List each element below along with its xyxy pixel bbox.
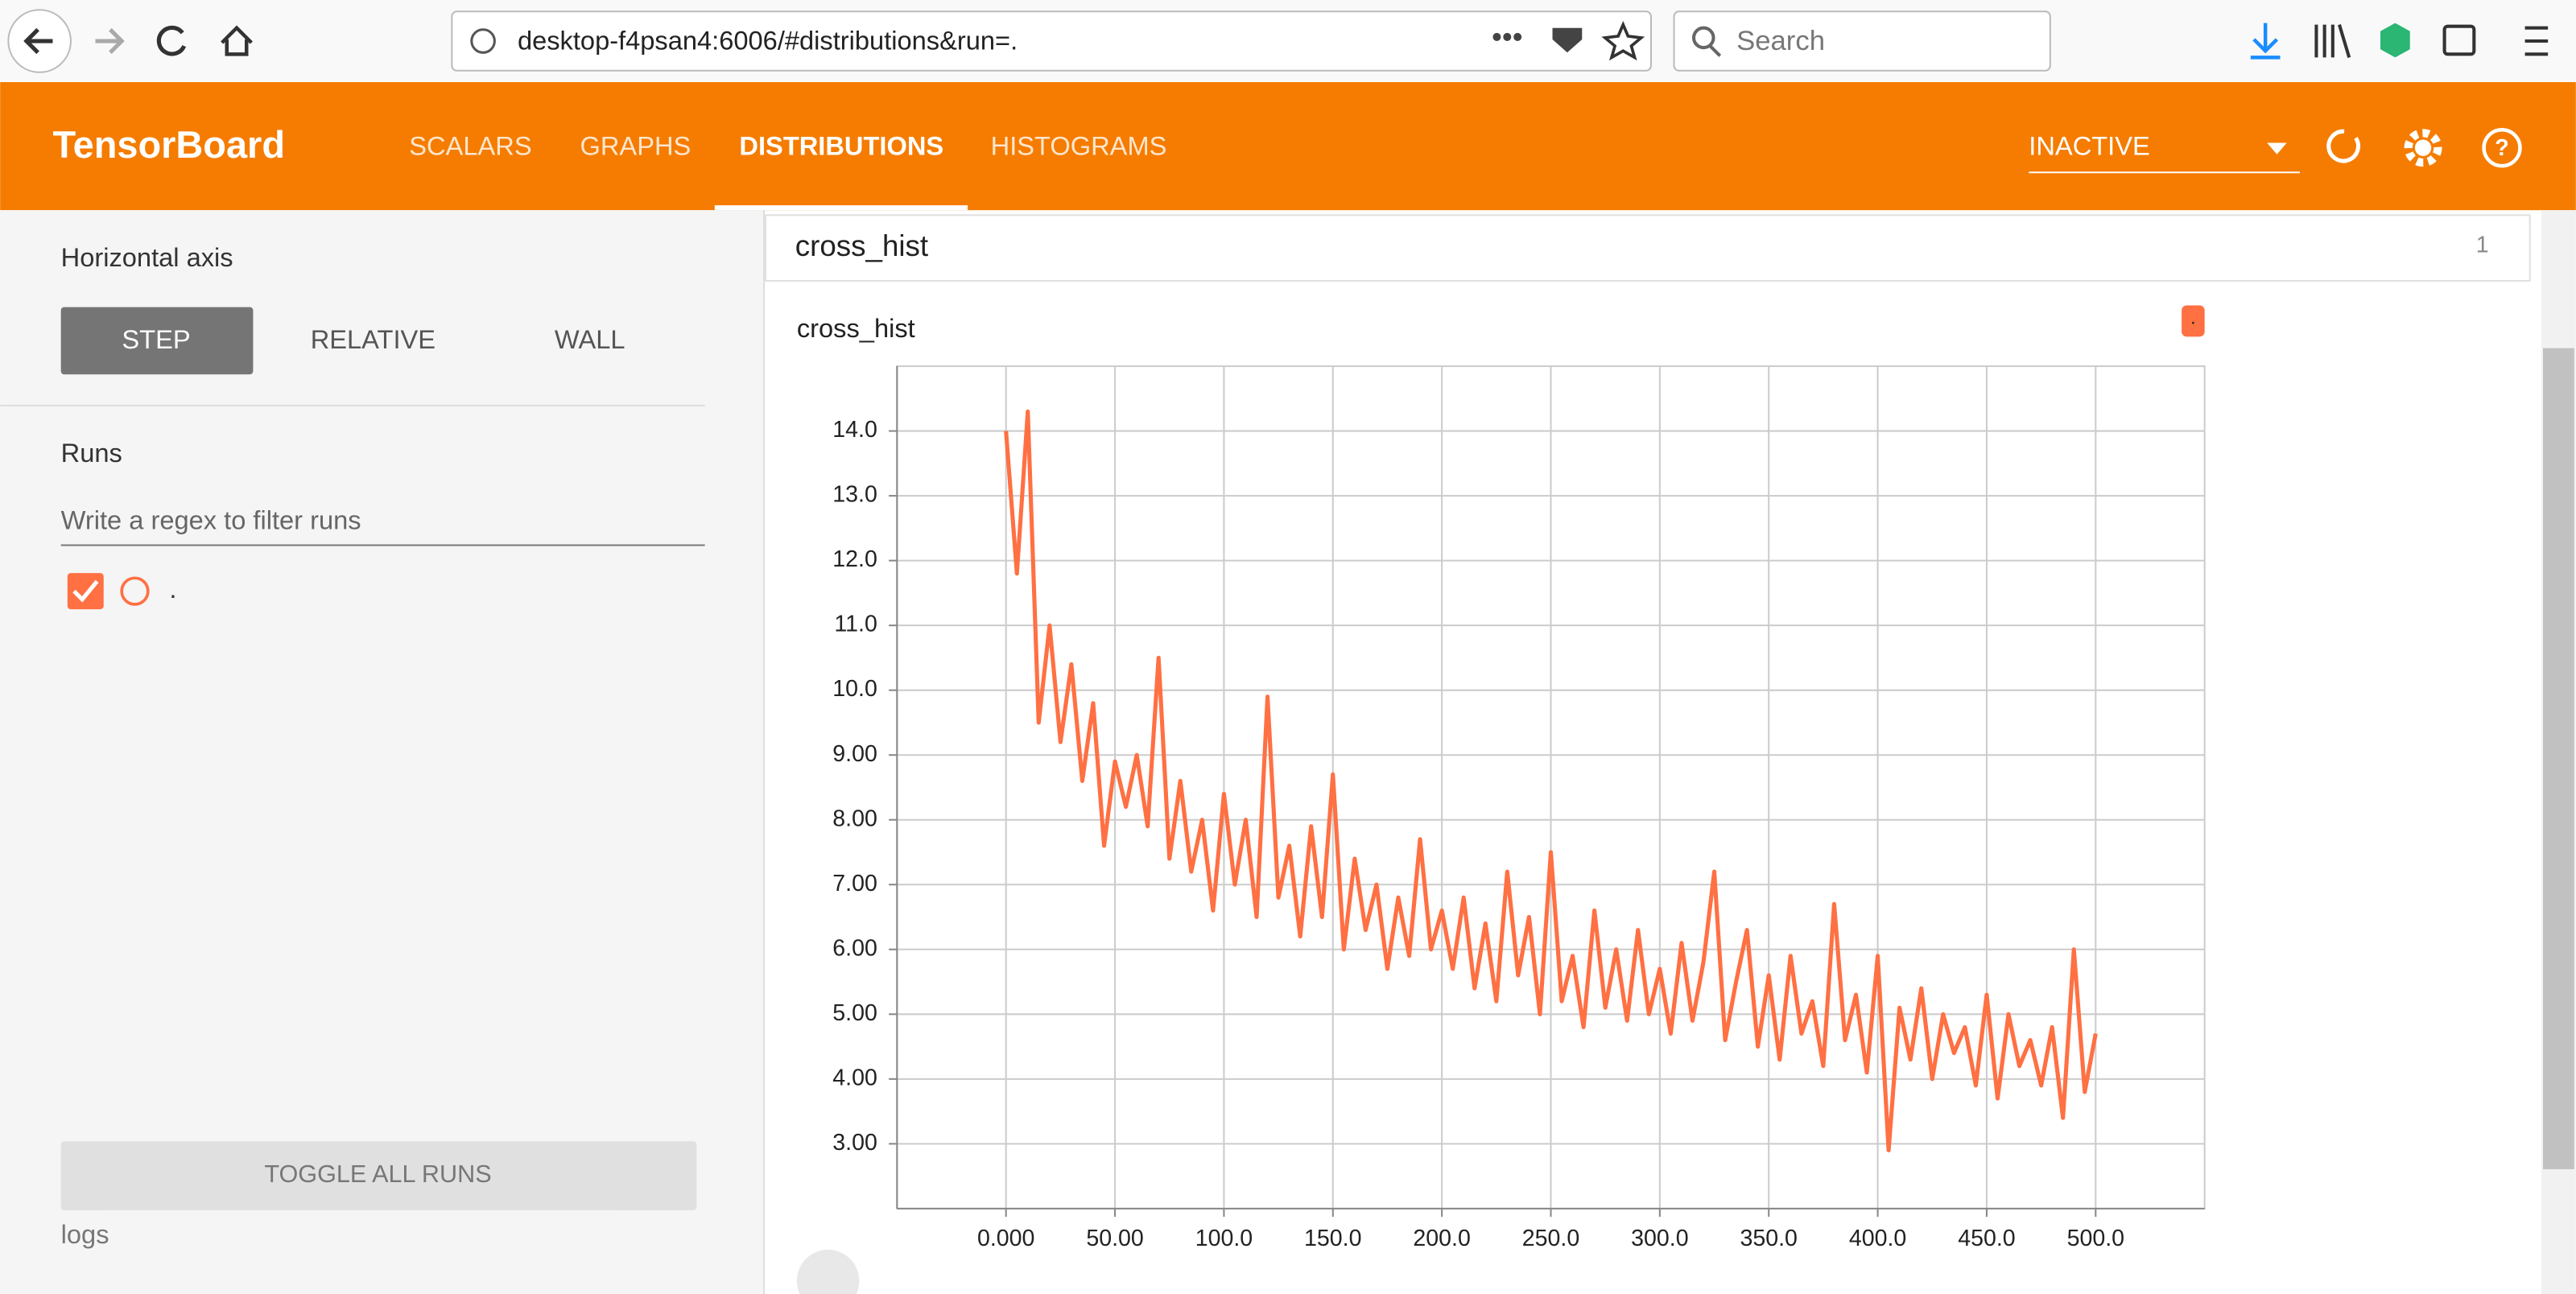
card-count: 1	[2476, 233, 2489, 258]
downloads-icon[interactable]	[2250, 23, 2281, 60]
app-header	[0, 82, 2576, 211]
tab[interactable]: SCALARS	[409, 130, 531, 160]
x-tick-label: 500.0	[2067, 1226, 2124, 1251]
card-title: cross_hist	[795, 229, 928, 262]
x-tick-label: 400.0	[1849, 1226, 1906, 1251]
x-tick-label: 200.0	[1413, 1226, 1470, 1251]
y-tick-label: 12.0	[832, 546, 877, 572]
axis-option-selected[interactable]	[60, 307, 254, 375]
search-icon-handle	[1708, 44, 1722, 57]
legend-chip	[2182, 305, 2205, 337]
run-checkbox[interactable]	[67, 573, 104, 610]
run-color-radio[interactable]	[120, 576, 150, 606]
page-actions[interactable]: •••	[1492, 21, 1523, 54]
app-title: TensorBoard	[52, 124, 285, 166]
run-status[interactable]: INACTIVE	[2029, 130, 2149, 160]
search-box[interactable]	[1673, 10, 2051, 72]
toggle-runs-button[interactable]	[60, 1141, 697, 1210]
runs-label: Runs	[61, 438, 122, 468]
series-line	[1004, 409, 2098, 1152]
axis-option[interactable]: RELATIVE	[311, 324, 436, 354]
x-tick-label: 250.0	[1522, 1226, 1579, 1251]
x-tick-label: 0.000	[977, 1226, 1034, 1251]
y-tick-label: 11.0	[834, 612, 877, 637]
scrollbar-thumb[interactable]	[2543, 348, 2574, 1169]
axis-label: Horizontal axis	[61, 242, 233, 272]
check-mark	[72, 579, 99, 603]
x-tick-label: 150.0	[1304, 1226, 1361, 1251]
plot: 3.00 4.00 5.00 6.00 7.00 8.00 9.00 10.0 11.0 12.0…	[832, 365, 2206, 1251]
logdir: logs	[61, 1219, 109, 1249]
fit-button[interactable]	[796, 1249, 860, 1294]
url-text: desktop-f4psan4:6006/#distributions&run=…	[518, 26, 1018, 56]
extension-icon[interactable]	[2380, 23, 2410, 58]
url-bar[interactable]	[451, 10, 1652, 72]
search-icon	[1691, 26, 1715, 50]
y-tick-label: 13.0	[832, 482, 877, 508]
y-tick-label: 8.00	[832, 806, 877, 831]
y-tick-label: 3.00	[832, 1130, 877, 1156]
axis-option[interactable]: WALL	[555, 324, 625, 354]
y-tick-label: 5.00	[832, 1000, 877, 1026]
help-button[interactable]	[2482, 127, 2522, 168]
toggle-runs-text: TOGGLE ALL RUNS	[264, 1160, 491, 1188]
dropdown-arrow	[2267, 142, 2287, 155]
bookmark-star[interactable]	[1601, 20, 1645, 61]
x-tick-label: 350.0	[1740, 1226, 1797, 1251]
x-tick-label: 50.00	[1086, 1226, 1143, 1251]
axis-option[interactable]: STEP	[122, 324, 190, 354]
back-icon	[23, 27, 53, 55]
settings-button[interactable]	[2404, 129, 2442, 167]
chart-title: cross_hist	[797, 313, 915, 343]
tab-active[interactable]: DISTRIBUTIONS	[739, 130, 943, 160]
reload-button[interactable]	[156, 25, 187, 56]
y-tick-label: 10.0	[832, 676, 877, 702]
run-name: .	[169, 574, 176, 604]
tab[interactable]: GRAPHS	[580, 130, 691, 160]
y-tick-label: 4.00	[832, 1065, 877, 1090]
info-icon	[470, 28, 496, 54]
menu-icon[interactable]	[2524, 26, 2549, 56]
sidebar	[0, 210, 765, 1294]
y-tick-label: 14.0	[832, 417, 877, 443]
y-tick-label: 6.00	[832, 935, 877, 961]
run-filter[interactable]: Write a regex to filter runs	[61, 505, 361, 535]
tab[interactable]: HISTOGRAMS	[991, 130, 1167, 160]
forward-button[interactable]	[95, 27, 125, 55]
help-glyph: ?	[2495, 135, 2508, 161]
card-header	[765, 214, 2531, 282]
y-tick-label: 7.00	[832, 871, 877, 896]
legend-label: .	[2190, 307, 2196, 328]
search-placeholder: Search	[1736, 26, 1825, 56]
settings-hub	[2414, 139, 2432, 156]
y-tick-label: 9.00	[832, 741, 877, 767]
library-icon[interactable]	[2314, 24, 2351, 59]
sidebar-icon[interactable]	[2442, 24, 2476, 56]
x-tick-label: 100.0	[1195, 1226, 1253, 1251]
x-tick-label: 450.0	[1958, 1226, 2015, 1251]
home-button[interactable]	[221, 25, 253, 56]
tab-indicator	[714, 205, 968, 211]
x-tick-label: 300.0	[1631, 1226, 1688, 1251]
pocket-icon[interactable]	[1552, 27, 1583, 53]
reload-data-button[interactable]	[2326, 129, 2361, 163]
